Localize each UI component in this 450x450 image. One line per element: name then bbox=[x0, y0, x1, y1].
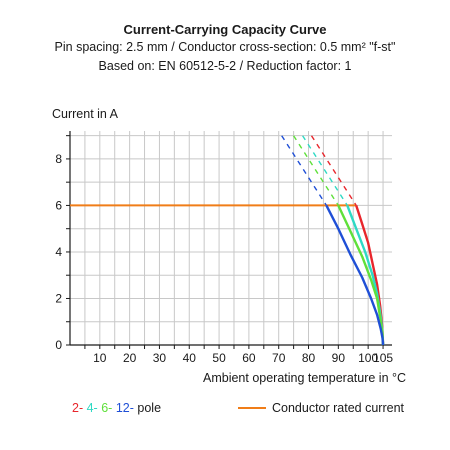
x-tick-label: 105 bbox=[373, 351, 393, 365]
x-tick-label: 70 bbox=[272, 351, 286, 365]
x-axis-label: Ambient operating temperature in °C bbox=[203, 371, 407, 385]
legend-6-pole: 6- bbox=[101, 401, 113, 415]
legend-12-pole: 12- bbox=[115, 401, 134, 415]
rated-current-legend-label: Conductor rated current bbox=[272, 401, 405, 415]
x-tick-label: 20 bbox=[123, 351, 137, 365]
rated-current-legend-line bbox=[238, 407, 266, 409]
series-12-pole-dashed-line bbox=[281, 135, 327, 206]
series-2-pole-dashed-line bbox=[310, 135, 357, 206]
y-tick-label: 8 bbox=[55, 152, 62, 166]
x-tick-label: 90 bbox=[332, 351, 346, 365]
y-tick-label: 2 bbox=[55, 291, 62, 305]
series-4-pole-dashed-line bbox=[302, 135, 348, 206]
y-tick-label: 4 bbox=[55, 245, 62, 259]
chart-subtitle-spacing: Pin spacing: 2.5 mm / Conductor cross-se… bbox=[54, 40, 396, 54]
x-tick-label: 80 bbox=[302, 351, 316, 365]
pole-legend: 2- 4- 6- 12- pole bbox=[72, 401, 161, 415]
x-tick-label: 60 bbox=[242, 351, 256, 365]
legend-4-pole: 4- bbox=[86, 401, 98, 415]
series-12-pole-curve bbox=[325, 204, 385, 346]
chart-subtitle-standard: Based on: EN 60512-5-2 / Reduction facto… bbox=[98, 59, 352, 73]
y-tick-label: 0 bbox=[55, 338, 62, 352]
legend-pole-suffix: pole bbox=[137, 401, 162, 415]
y-axis-label: Current in A bbox=[52, 107, 119, 121]
x-tick-label: 40 bbox=[183, 351, 197, 365]
x-tick-label: 50 bbox=[212, 351, 226, 365]
chart-title: Current-Carrying Capacity Curve bbox=[123, 22, 327, 37]
x-tick-label: 10 bbox=[93, 351, 107, 365]
rated-current-legend: Conductor rated current bbox=[238, 401, 404, 415]
series-6-pole-dashed-line bbox=[293, 135, 339, 206]
x-tick-label: 30 bbox=[153, 351, 167, 365]
legend-2-pole: 2- bbox=[72, 401, 84, 415]
x-tick-label: 100 bbox=[358, 351, 378, 365]
y-tick-label: 6 bbox=[55, 198, 62, 212]
